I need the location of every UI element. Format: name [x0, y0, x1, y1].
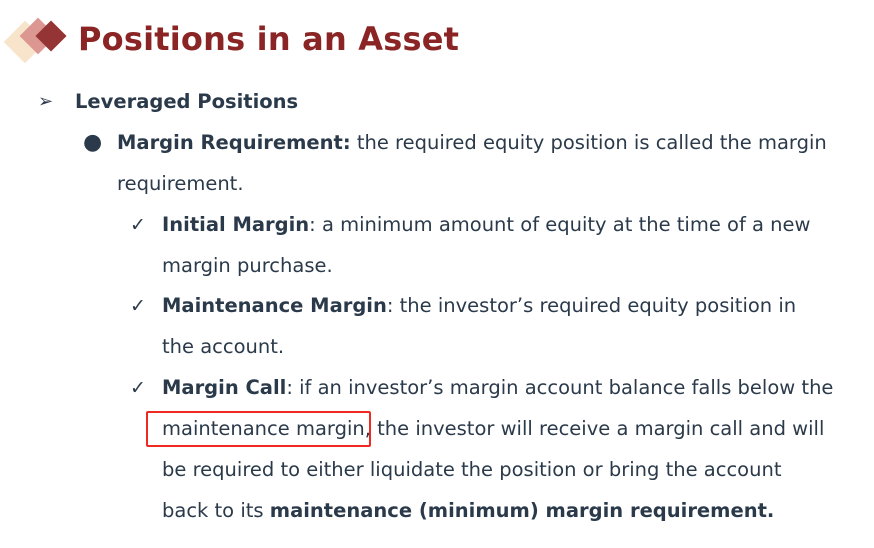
- check-icon: ✓: [130, 377, 146, 399]
- maintenance-margin-line1: Maintenance Margin: the investor’s requi…: [162, 294, 797, 317]
- margin-call-line2: maintenance margin, the investor will re…: [162, 417, 825, 440]
- margin-requirement-line2: requirement.: [117, 172, 244, 195]
- maintenance-margin-line2: the account.: [162, 335, 285, 358]
- check-icon: ✓: [130, 214, 146, 236]
- diamond-logo-icon: [0, 17, 80, 66]
- dot-bullet-icon: ●: [83, 130, 103, 155]
- margin-requirement-line1: Margin Requirement: the required equity …: [117, 131, 827, 154]
- initial-margin-line1: Initial Margin: a minimum amount of equi…: [162, 213, 811, 236]
- margin-call-line1: Margin Call: if an investor’s margin acc…: [162, 376, 834, 399]
- highlight-box: [146, 411, 371, 447]
- check-icon: ✓: [130, 295, 146, 317]
- margin-call-line4: back to its maintenance (minimum) margin…: [162, 499, 775, 522]
- level1-heading: Leveraged Positions: [75, 90, 299, 113]
- highlighted-text: maintenance margin: [162, 417, 365, 440]
- margin-call-line3: be required to either liquidate the posi…: [162, 458, 782, 481]
- page-title: Positions in an Asset: [78, 20, 460, 58]
- initial-margin-line2: margin purchase.: [162, 254, 333, 277]
- arrow-bullet-icon: ➢: [38, 91, 54, 112]
